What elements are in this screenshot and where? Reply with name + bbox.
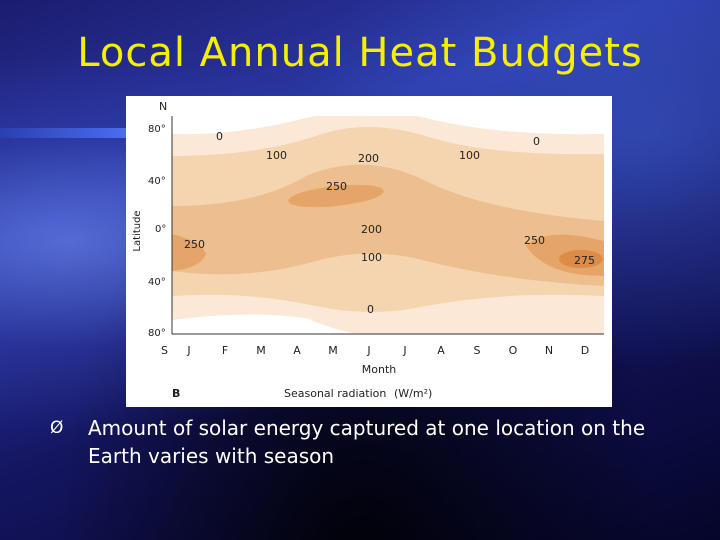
bullet-arrow-icon: Ø [50, 418, 64, 438]
contour-label: 250 [326, 180, 347, 193]
month-tick-label: D [581, 344, 589, 357]
lat-tick-label: 40° [148, 277, 166, 288]
legend-units: (W/m²) [394, 387, 432, 400]
month-tick-label: M [256, 344, 266, 357]
north-label: N [159, 100, 167, 113]
accent-bar [0, 128, 126, 138]
contour-label: 100 [266, 149, 287, 162]
slide-title: Local Annual Heat Budgets [77, 30, 643, 76]
contour-label: 250 [184, 238, 205, 251]
month-tick-label: J [402, 344, 406, 357]
month-tick-label: N [545, 344, 553, 357]
month-tick-label: J [366, 344, 370, 357]
panel-label: B [172, 387, 180, 400]
month-tick-label: J [186, 344, 190, 357]
band-250-left [172, 234, 206, 271]
bullet-caption: Amount of solar energy captured at one l… [88, 416, 646, 468]
contour-label: 200 [358, 152, 379, 165]
contour-label: 200 [361, 223, 382, 236]
month-tick-label: F [222, 344, 228, 357]
band-250-north [288, 184, 384, 208]
lat-tick-label: 80° [148, 124, 166, 135]
month-tick-label: A [293, 344, 301, 357]
band-zero-north [172, 116, 604, 135]
month-tick-label: O [509, 344, 518, 357]
legend-label: Seasonal radiation [284, 387, 386, 400]
contour-label: 0 [216, 130, 223, 143]
contour-label: 250 [524, 234, 545, 247]
band-zero-south [172, 314, 426, 334]
heat-budget-figure: N S 80° 40° 0° 40° 80° Latitude J F M A M J J A… [126, 96, 612, 407]
band-200-250 [172, 164, 604, 286]
contour-label: 0 [367, 303, 374, 316]
month-tick-label: S [474, 344, 481, 357]
lat-tick-label: 40° [148, 176, 166, 187]
lat-tick-label: 80° [148, 328, 166, 339]
contour-label: 100 [459, 149, 480, 162]
band-275 [559, 250, 603, 268]
lat-tick-label: 0° [155, 224, 166, 235]
contour-label: 0 [533, 135, 540, 148]
contour-label: 275 [574, 254, 595, 267]
south-label: S [161, 344, 168, 357]
contour-bands [172, 116, 604, 334]
contour-label: 100 [361, 251, 382, 264]
y-axis-label: Latitude [132, 210, 143, 251]
month-tick-label: A [437, 344, 445, 357]
x-axis-label: Month [362, 363, 397, 376]
month-tick-label: M [328, 344, 338, 357]
contour-plot: N S 80° 40° 0° 40° 80° Latitude J F M A M J J A… [132, 100, 604, 400]
